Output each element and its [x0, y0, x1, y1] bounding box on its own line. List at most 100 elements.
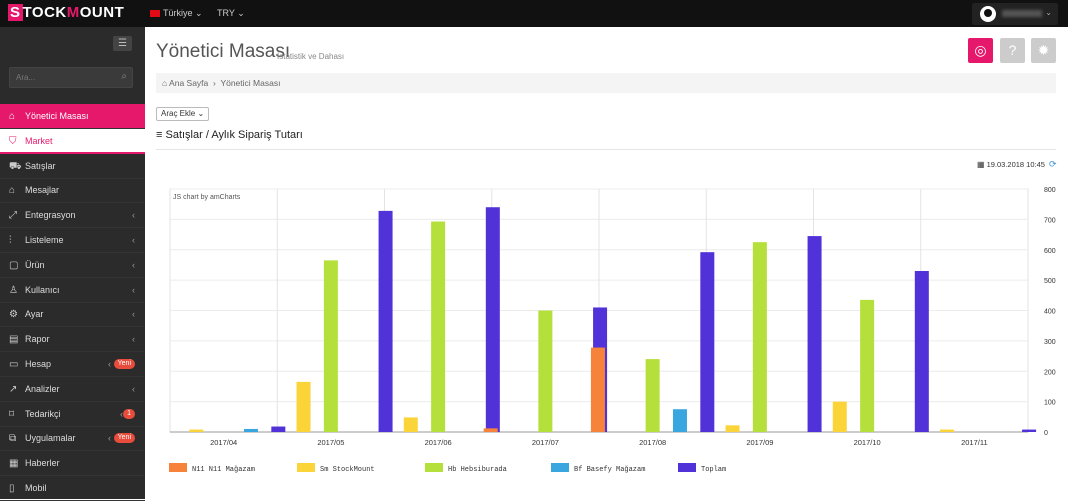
sidebar-item-tedarikçi[interactable]: ⌑ Tedarikçi ‹ 1	[0, 402, 145, 427]
legend-label: Bf Basefy Mağazam	[574, 466, 645, 474]
x-tick-label: 2017/10	[854, 438, 881, 447]
sidebar-item-label: Mesajlar	[25, 185, 60, 196]
sidebar-item-yönetici-masası[interactable]: ⌂ Yönetici Masası	[0, 104, 145, 129]
sidebar-item-label: Tedarikçi	[25, 408, 61, 419]
breadcrumb-home[interactable]: Ana Sayfa	[169, 78, 209, 88]
cart-icon: ⛟	[9, 160, 22, 172]
sidebar-item-label: Yönetici Masası	[25, 111, 89, 121]
legend-label: N11 N11 Mağazam	[192, 466, 255, 474]
sidebar-item-entegrasyon[interactable]: ⤢ Entegrasyon ‹	[0, 203, 145, 229]
currency-selector[interactable]: TRY ⌄	[217, 8, 245, 19]
x-tick-label: 2017/09	[746, 438, 773, 447]
user-icon: ♙	[9, 284, 18, 296]
y-tick-label: 400	[1044, 309, 1056, 316]
sidebar-item-uygulamalar[interactable]: ⧉ Uygulamalar ‹ Yeni	[0, 426, 145, 452]
expand-icon: ⤢	[9, 210, 17, 222]
search-icon: ⌕	[121, 71, 127, 82]
country-selector[interactable]: Türkiye ⌄	[150, 8, 203, 19]
sidebar-item-analizler[interactable]: ↗ Analizler ‹	[0, 377, 145, 402]
inbox-icon: ⌂	[9, 185, 16, 197]
sidebar-item-mesajlar[interactable]: ⌂ Mesajlar	[0, 178, 145, 204]
bar-toplam-2017-10	[914, 271, 929, 432]
avatar	[980, 6, 996, 22]
sidebar-item-label: Mobil	[25, 483, 47, 493]
settings-button[interactable]: ✹	[1031, 38, 1056, 63]
legend-swatch	[297, 463, 315, 472]
breadcrumb: ⌂ Ana Sayfa › Yönetici Masası	[156, 73, 1056, 93]
legend-swatch	[551, 463, 569, 472]
bar-sm-2017-11	[940, 429, 955, 432]
bar-hb-2017-08	[645, 359, 660, 432]
folder-icon: ▭	[9, 359, 19, 370]
gear-icon: ✹	[1037, 42, 1050, 58]
sidebar-item-mobil[interactable]: ▯ Mobil	[0, 476, 145, 501]
tag-icon: ⌑	[9, 408, 15, 420]
bar-hb-2017-09	[752, 242, 767, 432]
y-tick-label: 100	[1044, 400, 1056, 407]
x-tick-label: 2017/08	[639, 438, 666, 447]
bar-hb-2017-06	[431, 221, 446, 432]
calendar-icon: ▦	[977, 160, 985, 169]
apps-icon: ⧉	[9, 433, 17, 445]
sidebar-item-label: Haberler	[25, 458, 60, 469]
sidebar-item-listeleme[interactable]: ⫶ Listeleme ‹	[0, 228, 145, 253]
sidebar: ☰ Ara... ⌕ ⌂ Yönetici Masası ⛉ Market ⛟ Satışl…	[0, 27, 145, 501]
bar-hb-2017-07	[538, 310, 553, 432]
chevron-left-icon: ‹	[132, 259, 135, 270]
lifebuoy-icon: ◎	[974, 42, 987, 58]
sidebar-item-satışlar[interactable]: ⛟ Satışlar	[0, 154, 145, 179]
new-badge: Yeni	[113, 433, 135, 444]
bar-toplam-2017-11	[1022, 429, 1037, 432]
bar-sm-2017-05	[296, 381, 311, 432]
sidebar-item-kullanıcı[interactable]: ♙ Kullanıcı ‹	[0, 278, 145, 303]
sidebar-item-ayar[interactable]: ⚙ Ayar ‹	[0, 302, 145, 328]
home-icon: ⌂	[9, 111, 16, 122]
turkey-flag-icon	[150, 10, 160, 18]
chevron-left-icon: ‹	[132, 309, 135, 320]
search-placeholder: Ara...	[16, 73, 36, 82]
bar-hb-2017-10	[860, 299, 875, 432]
sidebar-item-label: Rapor	[25, 334, 50, 345]
page-subtitle: İstatistik ve Dahası	[277, 52, 345, 61]
sidebar-item-label: Hesap	[25, 359, 52, 369]
refresh-icon[interactable]: ⟳	[1048, 159, 1057, 169]
sidebar-item-hesap[interactable]: ▭ Hesap ‹ Yeni	[0, 352, 145, 377]
sliders-icon: ⫶	[9, 235, 12, 246]
chevron-left-icon: ‹	[132, 383, 135, 394]
help-button[interactable]: ?	[1000, 38, 1025, 63]
sidebar-item-ürün[interactable]: ▢ Ürün ‹	[0, 253, 145, 278]
chevron-down-icon: ⌄	[237, 8, 245, 18]
chevron-down-icon: ⌄	[1045, 8, 1052, 17]
add-tool-dropdown[interactable]: Araç Ekle ⌄	[156, 107, 210, 121]
user-name	[1002, 10, 1042, 17]
sidebar-item-label: Ayar	[25, 309, 44, 320]
user-menu[interactable]: ⌄	[972, 3, 1058, 25]
sidebar-item-label: Listeleme	[25, 235, 64, 245]
bar-sm-2017-04	[189, 429, 204, 432]
bar-toplam-2017-06	[485, 207, 500, 432]
x-tick-label: 2017/04	[210, 438, 237, 447]
sidebar-item-market[interactable]: ⛉ Market	[0, 128, 145, 154]
breadcrumb-separator: ›	[210, 78, 219, 88]
mobile-icon: ▯	[9, 483, 15, 494]
bar-toplam-2017-09	[807, 236, 822, 432]
support-button[interactable]: ◎	[968, 38, 993, 63]
help-icon: ?	[1008, 42, 1017, 58]
legend-label: Toplam	[701, 466, 726, 474]
section-title-label: Satışlar / Aylık Sipariş Tutarı	[165, 129, 303, 141]
legend-swatch	[425, 463, 443, 472]
sidebar-item-haberler[interactable]: ▦ Haberler	[0, 451, 145, 477]
new-badge: 1	[123, 408, 135, 419]
menu-toggle-icon[interactable]: ☰	[113, 36, 132, 51]
sidebar-item-rapor[interactable]: ▤ Rapor ‹	[0, 327, 145, 353]
document-icon: ▤	[9, 334, 19, 346]
chart-watermark: JS chart by amCharts	[173, 194, 241, 201]
bar-bf-2017-08	[672, 409, 687, 432]
bar-toplam-2017-04	[271, 426, 286, 432]
stockmount-logo[interactable]: S TOCKMOUNT	[8, 4, 125, 21]
divider	[156, 149, 1056, 150]
bar-toplam-2017-05	[378, 210, 393, 432]
last-updated-date: 19.03.2018 10:45	[986, 160, 1045, 169]
search-input[interactable]: Ara... ⌕	[9, 67, 133, 88]
gear-icon: ⚙	[9, 309, 18, 321]
